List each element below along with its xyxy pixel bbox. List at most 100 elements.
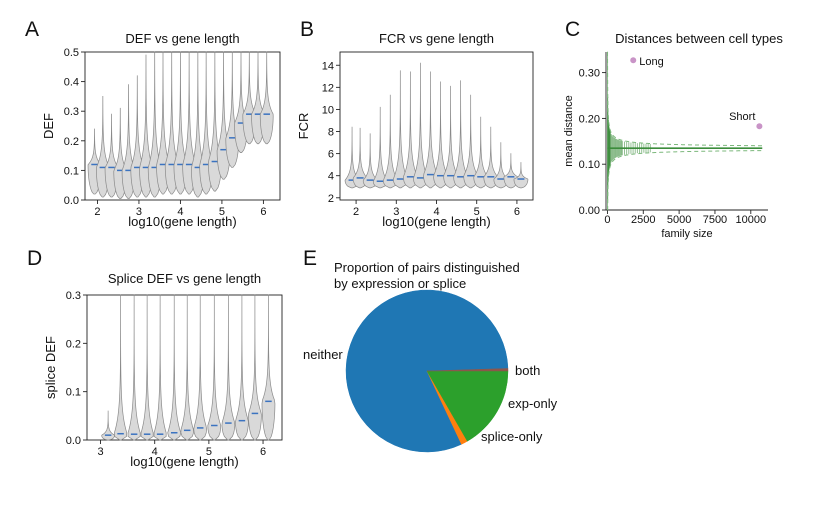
violin: [463, 94, 479, 189]
point-long: [630, 57, 637, 64]
chart-title: Splice DEF vs gene length: [108, 271, 261, 286]
y-axis-label: mean distance: [563, 95, 575, 167]
x-tick-label: 4: [177, 206, 183, 218]
y-tick-label: 6: [328, 149, 334, 161]
y-tick-label: 8: [328, 127, 334, 139]
panel-a-def-violin: DEF vs gene length 2 3 4 5 6 0.0 0.1 0.2 0.3 0.4 0.…: [41, 31, 281, 229]
violin: [167, 294, 182, 441]
violin: [127, 294, 141, 441]
y-tick-label: 14: [322, 60, 334, 72]
violin: [392, 70, 408, 189]
x-tick-label: 5: [474, 206, 480, 218]
y-tick-label: 0.3: [64, 106, 79, 118]
y-tick-label: 2: [328, 193, 334, 205]
chart-title: FCR vs gene length: [379, 31, 494, 46]
y-tick-label: 0.20: [579, 113, 600, 125]
chart-title: DEF vs gene length: [125, 31, 239, 46]
y-tick-label: 0.1: [64, 165, 79, 177]
chart-title: Distances between cell types: [615, 31, 783, 46]
y-axis-label: splice DEF: [43, 336, 58, 399]
x-tick-label: 6: [260, 206, 266, 218]
x-tick-label: 5: [219, 206, 225, 218]
panel-d-splice-def-violin: Splice DEF vs gene length 3 4 5 6 0.0 0.1 0.2 0.…: [43, 271, 283, 469]
y-tick-label: 0.2: [64, 136, 79, 148]
y-tick-label: 0.10: [579, 159, 600, 171]
x-tick-label: 4: [433, 206, 439, 218]
violin: [352, 127, 368, 189]
violin: [453, 80, 468, 189]
violin: [483, 126, 499, 189]
confidence-bound-upper: [607, 51, 763, 147]
panel-c-distance-scatter: Distances between cell types 0 2500 5000 750…: [563, 31, 783, 240]
axes-frame: [86, 294, 283, 441]
violin: [261, 294, 276, 441]
violin: [433, 81, 448, 189]
point-label-long: Long: [639, 56, 663, 68]
panel-letter-d: D: [27, 247, 42, 270]
x-tick-label: 4: [152, 446, 158, 458]
violin: [153, 294, 167, 441]
y-tick-label: 0.30: [579, 68, 600, 80]
violin: [344, 126, 360, 189]
panel-letter-a: A: [25, 18, 39, 41]
y-tick-label: 10: [322, 104, 334, 116]
x-tick-label: 0: [604, 214, 610, 226]
x-tick-label: 5000: [667, 214, 691, 226]
point-label-short: Short: [729, 111, 755, 123]
violin: [443, 85, 458, 189]
pie-label-neither: neither: [303, 347, 343, 362]
violin: [207, 294, 222, 441]
pie-label-both: both: [515, 363, 540, 378]
x-tick-label: 3: [97, 446, 103, 458]
pie-label-splice-only: splice-only: [481, 429, 543, 444]
violin: [139, 54, 153, 198]
violin: [513, 162, 529, 189]
violin: [114, 294, 128, 441]
panel-letter-e: E: [303, 247, 317, 270]
violin: [259, 51, 274, 145]
x-tick-label: 10000: [735, 214, 766, 226]
x-tick-label: 2: [94, 206, 100, 218]
y-tick-label: 0.3: [66, 290, 81, 302]
pie-title-line-2: by expression or splice: [334, 276, 466, 291]
y-tick-label: 0.5: [64, 47, 79, 59]
x-axis-label: log10(gene length): [128, 214, 236, 229]
violin: [413, 62, 428, 189]
violin: [248, 294, 262, 441]
x-tick-label: 6: [260, 446, 266, 458]
confidence-bound-lower: [607, 150, 763, 211]
axes-frame: [84, 51, 281, 201]
violin: [235, 294, 249, 441]
y-tick-label: 12: [322, 82, 334, 94]
x-tick-label: 2500: [631, 214, 655, 226]
y-tick-label: 0.0: [64, 195, 79, 207]
pie-slice-both: [426, 368, 509, 372]
violin: [362, 133, 378, 189]
violin: [164, 51, 179, 195]
violin: [182, 51, 196, 195]
x-axis-label: log10(gene length): [130, 454, 238, 469]
violin: [140, 294, 154, 441]
x-axis-label: family size: [661, 228, 712, 240]
y-tick-label: 0.2: [66, 338, 81, 350]
x-tick-label: 3: [136, 206, 142, 218]
y-tick-label: 4: [328, 171, 334, 183]
x-tick-label: 6: [514, 206, 520, 218]
x-tick-label: 5: [206, 446, 212, 458]
violin: [423, 71, 438, 189]
violin: [403, 71, 418, 189]
violin: [156, 51, 170, 195]
violin: [221, 294, 236, 441]
violin: [473, 116, 489, 189]
violin: [372, 106, 388, 189]
y-tick-label: 0.0: [66, 435, 81, 447]
y-axis-label: DEF: [41, 113, 56, 139]
panel-b-fcr-violin: FCR vs gene length 2 3 4 5 6 2 4 6 8 10 12 14 log10(g…: [296, 31, 534, 229]
panel-letter-b: B: [300, 18, 314, 41]
point-short: [756, 123, 763, 130]
violin: [382, 94, 398, 189]
violin: [180, 294, 194, 441]
x-tick-label: 2: [353, 206, 359, 218]
